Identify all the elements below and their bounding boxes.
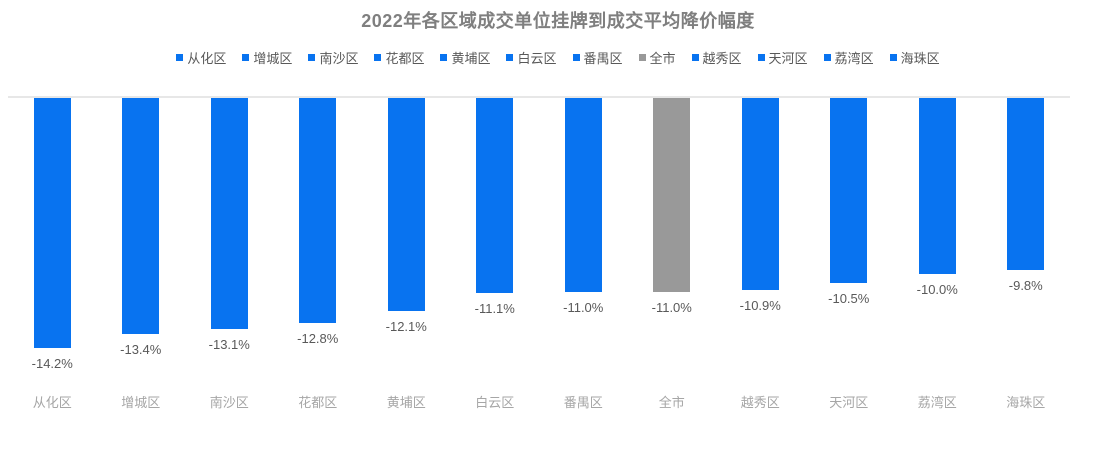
bar <box>918 98 956 274</box>
bar <box>210 98 248 329</box>
bar <box>122 98 160 334</box>
x-axis-label: 从化区 <box>32 395 72 410</box>
value-label: -9.8% <box>1008 278 1043 293</box>
value-label: -12.1% <box>385 319 427 334</box>
legend-item: 越秀区 <box>691 48 742 67</box>
x-axis-label: 增城区 <box>121 395 161 410</box>
value-label: -10.0% <box>916 282 958 297</box>
bar-column: -9.8% 海珠区 <box>982 98 1071 413</box>
legend-swatch-icon <box>440 54 448 61</box>
value-label: -12.8% <box>297 331 339 346</box>
legend-label: 花都区 <box>385 51 425 66</box>
bar-column: -14.2% 从化区 <box>8 98 97 413</box>
legend-label: 天河区 <box>768 51 808 66</box>
legend-swatch-icon <box>572 54 580 61</box>
value-label: -10.5% <box>828 291 870 306</box>
x-axis-label: 番禺区 <box>563 395 603 410</box>
x-axis-label: 白云区 <box>475 395 515 410</box>
plot-area: -14.2% 从化区 -13.4% 增城区 -13.1% 南沙区 -12.8% 花都区 -12.… <box>8 96 1070 426</box>
bar <box>1007 98 1045 270</box>
legend: 从化区 增城区 南沙区 花都区 黄埔区 白云区 番禺区 全市 越秀区 天河区 荔湾区 海珠区 <box>0 48 1116 67</box>
legend-item: 天河区 <box>757 48 808 67</box>
chart-title: 2022年各区域成交单位挂牌到成交平均降价幅度 <box>361 11 755 31</box>
value-label: -11.0% <box>563 300 604 315</box>
x-axis-label: 南沙区 <box>209 395 249 410</box>
legend-item: 海珠区 <box>889 48 940 67</box>
bar <box>476 98 514 293</box>
legend-label: 海珠区 <box>900 51 940 66</box>
legend-item: 全市 <box>638 48 676 67</box>
bar-column: -13.4% 增城区 <box>97 98 186 413</box>
bar-column: -10.9% 越秀区 <box>716 98 805 413</box>
legend-swatch-icon <box>308 54 316 61</box>
legend-item: 黄埔区 <box>440 48 490 67</box>
legend-label: 白云区 <box>517 51 557 66</box>
value-label: -10.9% <box>739 298 781 313</box>
bar-column: -10.0% 荔湾区 <box>893 98 982 413</box>
bar-column: -11.1% 白云区 <box>451 98 540 413</box>
bar <box>741 98 779 290</box>
bar-column: -11.0% 番禺区 <box>539 98 628 413</box>
legend-label: 从化区 <box>187 51 227 66</box>
bar <box>653 98 691 292</box>
bar-column: -11.0% 全市 <box>628 98 717 413</box>
legend-swatch-icon <box>757 54 765 61</box>
legend-label: 越秀区 <box>702 51 742 66</box>
bar <box>387 98 425 311</box>
zero-axis-line <box>8 96 1070 98</box>
legend-item: 番禺区 <box>572 48 623 67</box>
x-axis-label: 天河区 <box>829 395 869 410</box>
legend-swatch-icon <box>242 54 250 61</box>
legend-label: 全市 <box>649 51 676 66</box>
legend-label: 黄埔区 <box>451 51 491 66</box>
value-label: -14.2% <box>31 356 73 371</box>
bar <box>564 98 602 292</box>
bar-column: -10.5% 天河区 <box>805 98 894 413</box>
x-axis-label: 花都区 <box>298 395 338 410</box>
value-label: -13.4% <box>120 342 162 357</box>
legend-swatch-icon <box>374 54 382 61</box>
x-axis-label: 黄埔区 <box>386 395 426 410</box>
legend-label: 荔湾区 <box>834 51 874 66</box>
x-axis-label: 全市 <box>658 395 685 410</box>
bar-column: -12.1% 黄埔区 <box>362 98 451 413</box>
legend-swatch-icon <box>176 54 184 61</box>
x-axis-label: 越秀区 <box>740 395 780 410</box>
legend-swatch-icon <box>638 54 646 61</box>
legend-item: 荔湾区 <box>823 48 874 67</box>
value-label: -13.1% <box>208 337 250 352</box>
value-label: -11.0% <box>651 300 692 315</box>
legend-label: 增城区 <box>253 51 293 66</box>
bar <box>33 98 71 348</box>
bar-columns: -14.2% 从化区 -13.4% 增城区 -13.1% 南沙区 -12.8% 花都区 -12.… <box>8 98 1070 413</box>
value-label: -11.1% <box>474 301 515 316</box>
legend-item: 白云区 <box>506 48 557 67</box>
legend-item: 花都区 <box>374 48 424 67</box>
legend-item: 南沙区 <box>308 48 358 67</box>
legend-swatch-icon <box>506 54 514 61</box>
bar <box>299 98 337 323</box>
bar-column: -13.1% 南沙区 <box>185 98 274 413</box>
legend-item: 增城区 <box>242 48 292 67</box>
bar <box>830 98 868 283</box>
legend-label: 番禺区 <box>583 51 623 66</box>
legend-label: 南沙区 <box>319 51 359 66</box>
bar-column: -12.8% 花都区 <box>274 98 363 413</box>
legend-swatch-icon <box>691 54 699 61</box>
legend-swatch-icon <box>889 54 897 61</box>
x-axis-label: 荔湾区 <box>917 395 957 410</box>
x-axis-label: 海珠区 <box>1006 395 1046 410</box>
legend-swatch-icon <box>823 54 831 61</box>
legend-item: 从化区 <box>176 48 226 67</box>
